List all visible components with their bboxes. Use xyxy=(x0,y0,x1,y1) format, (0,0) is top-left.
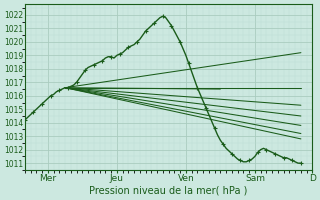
X-axis label: Pression niveau de la mer( hPa ): Pression niveau de la mer( hPa ) xyxy=(89,186,248,196)
